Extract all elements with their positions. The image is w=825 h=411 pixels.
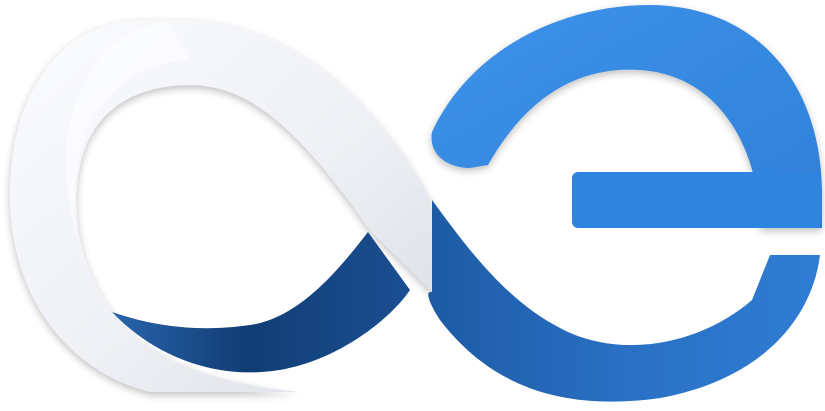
silver-loop-shape <box>9 20 442 392</box>
blue-e-bar-shape <box>572 172 820 228</box>
blue-e-arch-shape <box>431 5 822 228</box>
navy-swoosh-shape <box>112 232 410 373</box>
blue-crossing-band-shape <box>428 200 820 402</box>
